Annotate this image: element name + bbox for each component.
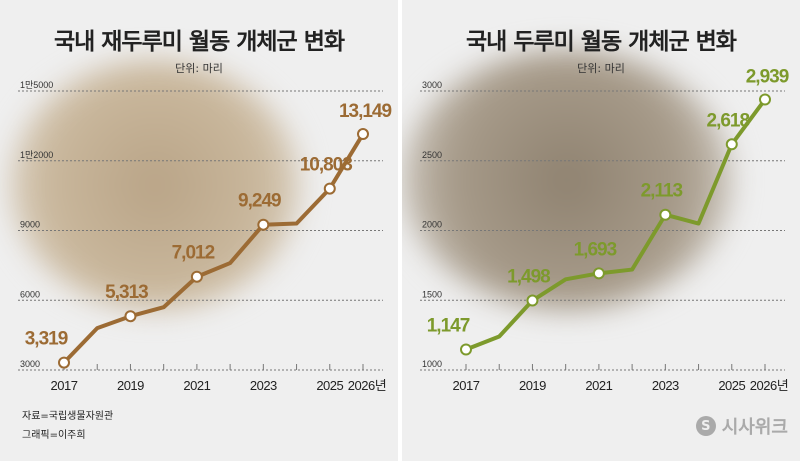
data-point <box>526 294 539 307</box>
x-tick-label: 2017 <box>51 378 78 393</box>
series-line <box>465 98 767 352</box>
data-label: 1,693 <box>574 239 617 260</box>
chart-title: 국내 두루미 월동 개체군 변화 <box>466 29 737 55</box>
data-label: 2,113 <box>641 181 683 202</box>
y-tick-label: 2500 <box>422 150 442 160</box>
data-label: 1,147 <box>427 315 470 336</box>
data-point <box>190 270 203 283</box>
data-label: 2,618 <box>707 110 750 131</box>
y-tick-label: 1000 <box>422 359 442 369</box>
x-tick-label: 2021 <box>183 378 210 393</box>
data-point <box>759 93 771 106</box>
source-label: 자료=국립생물자원관 <box>22 411 114 422</box>
crane-photo <box>10 60 300 310</box>
chart-panel-white-naped-crane: 국내 재두루미 월동 개체군 변화 단위: 마리 3000 6000 9000 1만2… <box>0 0 398 461</box>
data-point <box>323 182 336 195</box>
y-tick-label: 1만5000 <box>20 80 53 90</box>
data-label: 7,012 <box>172 243 215 264</box>
x-tick-label: 2017 <box>453 378 480 393</box>
x-tick-label: 2025 <box>718 378 745 393</box>
y-tick-label: 3000 <box>422 80 442 90</box>
unit-label: 단위: 마리 <box>175 62 223 75</box>
x-tick-label: 2019 <box>117 378 144 393</box>
y-tick-label: 9000 <box>20 220 40 230</box>
data-point <box>357 128 369 141</box>
data-point <box>58 356 70 369</box>
logo-mark-icon: S <box>695 416 716 436</box>
data-label: 13,149 <box>339 101 392 122</box>
y-tick-label: 1500 <box>422 289 442 299</box>
data-point <box>257 218 270 231</box>
data-label: 3,319 <box>25 329 68 350</box>
data-point <box>460 343 472 356</box>
y-tick-label: 2000 <box>422 220 442 230</box>
y-tick-label: 1만2000 <box>20 150 53 160</box>
line-chart: 1000 1500 2000 2500 3000 2017 2019 2021 2023 2025… <box>420 67 790 393</box>
line-chart: 3000 6000 9000 1만2000 1만5000 2017 2019 2021 2023… <box>18 80 392 393</box>
series-line <box>62 132 365 364</box>
data-label: 9,249 <box>238 191 281 212</box>
x-tick-label: 2021 <box>585 378 612 393</box>
crane-photo <box>402 50 732 310</box>
data-point <box>659 208 672 221</box>
x-tick-label: 2026년 <box>348 378 386 393</box>
y-tick-label: 3000 <box>20 359 40 369</box>
x-tick-label: 2025 <box>316 378 343 393</box>
logo: S 시사위크 <box>695 413 788 439</box>
x-tick-label: 2023 <box>250 378 277 393</box>
data-point <box>124 310 137 323</box>
y-tick-label: 6000 <box>20 289 40 299</box>
graphic-credit: 그래픽=이주희 <box>22 430 86 441</box>
data-label: 10,803 <box>300 155 353 176</box>
data-point <box>592 267 605 280</box>
logo-text: 시사위크 <box>721 417 788 438</box>
unit-label: 단위: 마리 <box>577 62 625 75</box>
data-point <box>725 138 738 151</box>
x-tick-label: 2026년 <box>750 378 788 393</box>
data-label: 1,498 <box>507 267 550 288</box>
data-label: 2,939 <box>746 67 789 88</box>
chart-panel-red-crowned-crane: 국내 두루미 월동 개체군 변화 단위: 마리 1000 1500 2000 2500… <box>402 0 800 461</box>
x-tick-label: 2023 <box>652 378 679 393</box>
chart-title: 국내 재두루미 월동 개체군 변화 <box>53 29 345 55</box>
x-tick-label: 2019 <box>519 378 546 393</box>
data-label: 5,313 <box>105 282 148 303</box>
